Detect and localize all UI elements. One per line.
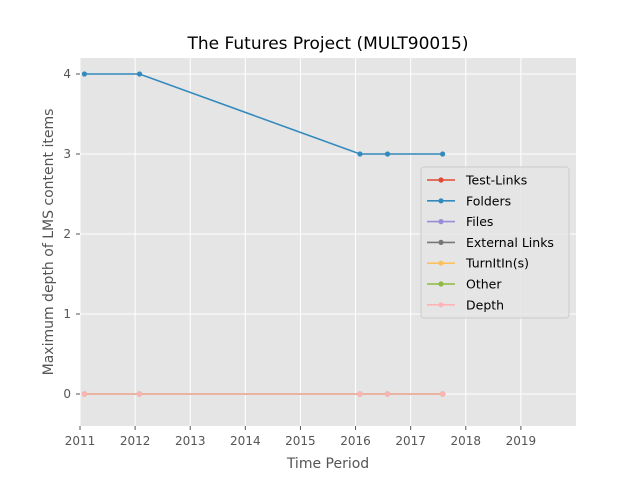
legend-swatch-marker [438, 239, 444, 245]
x-axis-label: Time Period [286, 456, 369, 472]
series-layer [81, 71, 446, 397]
data-point-depth [357, 391, 363, 397]
legend-item-folders: Folders [427, 193, 511, 208]
y-tick-label: 2 [63, 227, 71, 241]
series-depth [81, 391, 446, 397]
legend-label: Files [466, 214, 493, 229]
legend-swatch-marker [438, 281, 444, 287]
x-tick-label: 2012 [120, 434, 151, 448]
legend: Test-Links Folders Files External Links Turn… [420, 166, 570, 319]
data-point-folders [357, 151, 363, 157]
legend-item-files: Files [427, 214, 493, 229]
legend-item-other: Other [427, 277, 502, 292]
legend-label: TurnItIn(s) [465, 256, 529, 271]
x-axis-ticks: 2011 2012 2013 2014 2015 2016 2017 2018 2019 [65, 426, 536, 448]
legend-item-external-links: External Links [427, 235, 554, 250]
y-axis-ticks: 0 1 2 3 4 [63, 67, 80, 401]
x-tick-label: 2011 [65, 434, 96, 448]
series-folders [81, 71, 446, 157]
data-point-folders [440, 151, 446, 157]
y-tick-label: 4 [63, 67, 71, 81]
legend-item-test-links: Test-Links [427, 173, 527, 188]
legend-label: Depth [466, 297, 504, 312]
data-point-folders [81, 71, 88, 77]
y-tick-label: 3 [63, 147, 71, 161]
x-tick-label: 2017 [395, 434, 426, 448]
legend-label: External Links [466, 235, 554, 250]
data-point-depth [136, 391, 143, 397]
x-tick-label: 2016 [340, 434, 371, 448]
legend-label: Test-Links [465, 173, 527, 188]
y-axis-label: Maximum depth of LMS content items [41, 109, 57, 376]
legend-label: Other [466, 277, 502, 292]
x-tick-label: 2013 [175, 434, 206, 448]
legend-box [420, 166, 570, 319]
data-point-folders [136, 71, 143, 77]
legend-swatch-marker [438, 198, 444, 204]
legend-label: Folders [466, 193, 511, 208]
y-tick-label: 1 [63, 307, 71, 321]
x-tick-label: 2019 [506, 434, 537, 448]
legend-swatch-marker [438, 260, 444, 266]
x-tick-label: 2015 [285, 434, 316, 448]
x-tick-label: 2018 [451, 434, 482, 448]
data-point-depth [440, 391, 446, 397]
data-point-depth [81, 391, 88, 397]
legend-item-depth: Depth [427, 297, 504, 312]
legend-swatch-marker [438, 219, 444, 225]
legend-item-turnitin-s: TurnItIn(s) [427, 256, 529, 271]
y-tick-label: 0 [63, 387, 71, 401]
data-point-depth [384, 391, 391, 397]
data-point-folders [384, 151, 391, 157]
legend-swatch-marker [438, 302, 444, 308]
chart-title: The Futures Project (MULT90015) [187, 34, 469, 54]
x-tick-label: 2014 [230, 434, 261, 448]
legend-swatch-marker [438, 177, 444, 183]
